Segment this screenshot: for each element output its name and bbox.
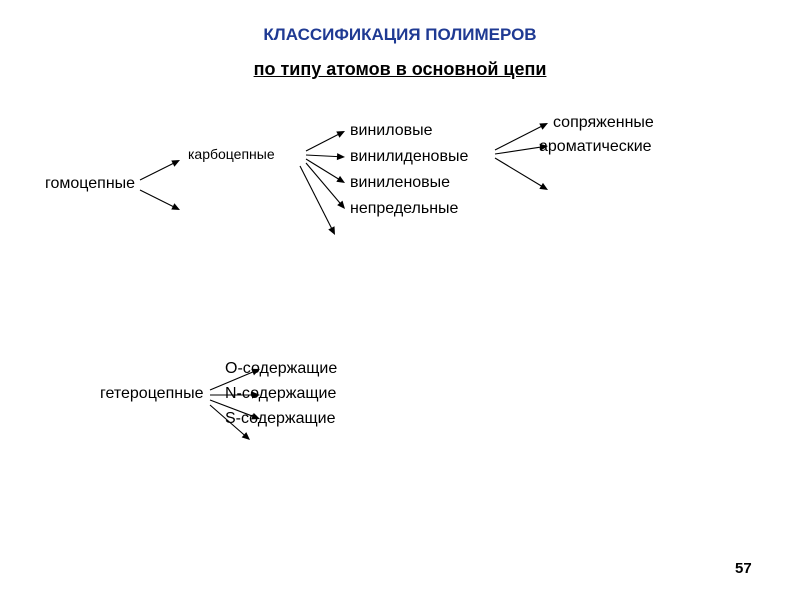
node-vinylovye: виниловые xyxy=(350,122,433,140)
node-carbocepnye: карбоцепные xyxy=(188,146,275,162)
node-o-soderzhashchie: O-содержащие xyxy=(225,360,337,378)
diagram-title: КЛАССИФИКАЦИЯ ПОЛИМЕРОВ xyxy=(0,25,800,45)
node-homocepnye: гомоцепные xyxy=(45,175,135,193)
node-nepredelnye: непредельные xyxy=(350,200,458,218)
diagram-subtitle: по типу атомов в основной цепи xyxy=(0,59,800,80)
page-number: 57 xyxy=(735,560,752,577)
node-s-soderzhashchie: S-содержащие xyxy=(225,410,335,428)
node-geterocepnye: гетероцепные xyxy=(100,385,203,403)
arrows-layer xyxy=(0,0,800,600)
node-vinylidenovye: винилиденовые xyxy=(350,148,468,166)
node-sopryazhennye: сопряженные xyxy=(553,114,654,132)
node-aromaticheskie: ароматические xyxy=(539,138,652,156)
node-vinylenovye: виниленовые xyxy=(350,174,450,192)
node-n-soderzhashchie: N-содержащие xyxy=(225,385,336,403)
